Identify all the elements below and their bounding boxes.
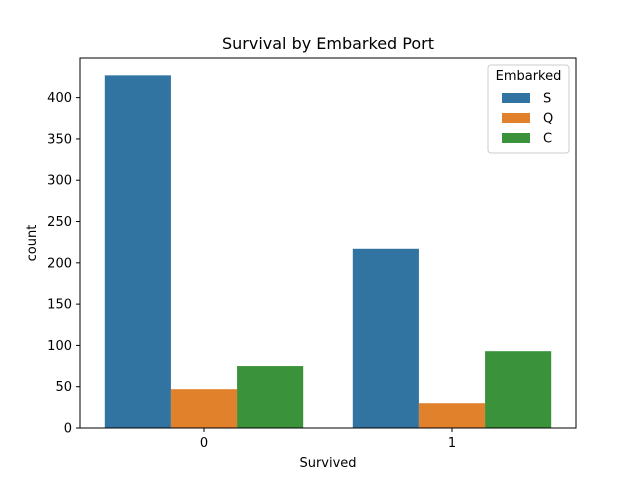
chart-title: Survival by Embarked Port <box>222 34 434 53</box>
legend: Embarked SQC <box>487 64 570 154</box>
y-tick-label: 350 <box>47 132 72 147</box>
legend-label-q: Q <box>543 112 553 127</box>
bar-s-0 <box>104 75 171 428</box>
bar-q-0 <box>170 389 238 428</box>
legend-items: SQC <box>502 92 553 147</box>
x-tick-label: 0 <box>200 436 208 451</box>
y-tick-label: 150 <box>47 298 72 313</box>
y-axis-label: count <box>25 225 40 262</box>
y-tick-label: 300 <box>47 174 72 189</box>
y-tick-label: 100 <box>47 339 72 354</box>
legend-swatch-s <box>502 93 530 103</box>
legend-label-s: S <box>543 92 551 107</box>
legend-label-c: C <box>543 132 552 147</box>
bar-c-1 <box>485 351 552 428</box>
x-tick-label: 1 <box>448 436 456 451</box>
legend-swatch-q <box>502 113 530 123</box>
y-tick-label: 200 <box>47 256 72 271</box>
bar-q-1 <box>418 403 486 428</box>
bar-c-0 <box>237 366 304 428</box>
legend-swatch-c <box>502 133 530 143</box>
legend-box <box>487 64 570 154</box>
axes-frame <box>79 57 577 429</box>
x-axis-label: Survived <box>299 456 356 471</box>
y-tick-label: 250 <box>47 215 72 230</box>
y-tick-label: 400 <box>47 91 72 106</box>
bars-group <box>104 75 552 428</box>
bar-s-1 <box>352 248 419 428</box>
y-tick-label: 0 <box>64 422 72 437</box>
y-axis: 0 50 100 150 200 250 300 350 400 <box>47 91 80 437</box>
y-tick-label: 50 <box>55 380 72 395</box>
legend-title: Embarked <box>496 69 562 84</box>
